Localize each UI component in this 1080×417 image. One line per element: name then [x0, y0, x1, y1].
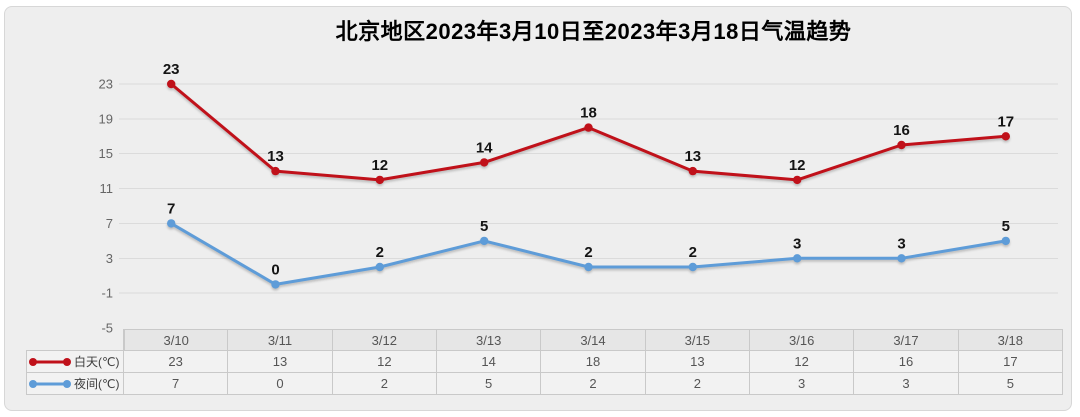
night-legend-cell: 夜间(℃)	[26, 373, 124, 395]
date-header-cell: 3/17	[854, 329, 959, 351]
day-value-cell: 13	[645, 351, 750, 373]
night-value-cell: 2	[332, 373, 437, 395]
day-value-cell: 12	[750, 351, 855, 373]
night-value-cell: 2	[645, 373, 750, 395]
day-value-cell: 13	[228, 351, 333, 373]
day-value-cell: 14	[437, 351, 542, 373]
day-value-cell: 23	[124, 351, 229, 373]
day-legend-cell: 白天(℃)	[26, 351, 124, 373]
night-value-cell: 5	[437, 373, 542, 395]
night-value-cell: 5	[958, 373, 1063, 395]
chart-data-table: 3/10 3/11 3/12 3/13 3/14 3/15 3/16 3/17 3/18 白天(℃…	[26, 329, 1063, 395]
date-header-cell: 3/16	[750, 329, 855, 351]
night-value-cell: 3	[750, 373, 855, 395]
date-header-cell: 3/15	[645, 329, 750, 351]
night-legend-swatch-icon	[29, 379, 71, 388]
date-header-cell: 3/10	[124, 329, 229, 351]
day-value-cell: 18	[541, 351, 646, 373]
night-value-cell: 2	[541, 373, 646, 395]
day-legend-label: 白天(℃)	[74, 355, 120, 369]
night-value-cell: 0	[228, 373, 333, 395]
table-corner-spacer	[26, 329, 124, 351]
chart-panel: 北京地区2023年3月10日至2023年3月18日气温趋势 3/10 3/11 3/…	[4, 6, 1072, 411]
date-header-cell: 3/12	[332, 329, 437, 351]
chart-title: 北京地区2023年3月10日至2023年3月18日气温趋势	[335, 19, 852, 44]
date-header-cell: 3/14	[541, 329, 646, 351]
date-header-cell: 3/11	[228, 329, 333, 351]
day-value-cell: 17	[958, 351, 1063, 373]
night-value-cell: 7	[124, 373, 229, 395]
day-legend-swatch-icon	[29, 357, 71, 366]
day-value-cell: 12	[332, 351, 437, 373]
day-value-cell: 16	[854, 351, 959, 373]
night-legend-label: 夜间(℃)	[74, 377, 120, 391]
date-header-cell: 3/18	[958, 329, 1063, 351]
night-value-cell: 3	[854, 373, 959, 395]
date-header-cell: 3/13	[437, 329, 542, 351]
